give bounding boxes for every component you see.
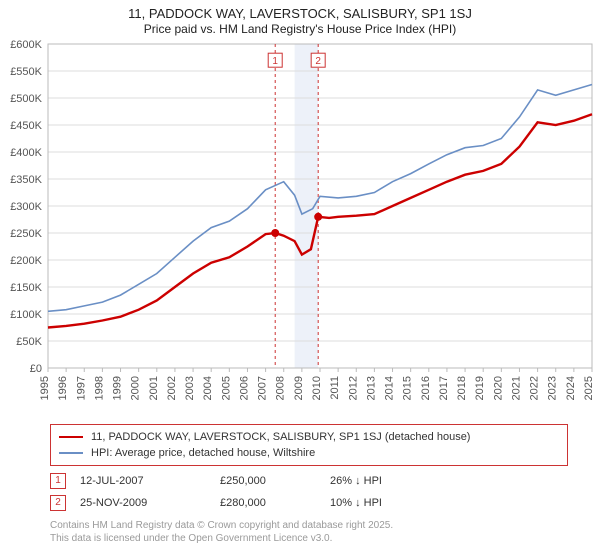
svg-text:2024: 2024 (565, 376, 577, 400)
svg-text:£600K: £600K (10, 39, 42, 51)
svg-text:2025: 2025 (583, 376, 595, 400)
legend-label: HPI: Average price, detached house, Wilt… (91, 447, 315, 459)
sale-delta: 10% ↓ HPI (330, 497, 470, 509)
svg-text:£50K: £50K (16, 336, 42, 348)
svg-text:£250K: £250K (10, 228, 42, 240)
svg-text:2011: 2011 (329, 376, 341, 400)
svg-text:2019: 2019 (474, 376, 486, 400)
svg-text:2012: 2012 (347, 376, 359, 400)
svg-text:2010: 2010 (311, 376, 323, 400)
svg-text:2023: 2023 (547, 376, 559, 400)
svg-text:2004: 2004 (202, 376, 214, 400)
svg-text:2003: 2003 (184, 376, 196, 400)
page-title: 11, PADDOCK WAY, LAVERSTOCK, SALISBURY, … (0, 6, 600, 21)
svg-text:£0: £0 (30, 363, 42, 375)
svg-text:£550K: £550K (10, 66, 42, 78)
sales-table: 1 12-JUL-2007 £250,000 26% ↓ HPI 2 25-NO… (50, 470, 570, 514)
svg-text:2001: 2001 (148, 376, 160, 400)
svg-text:2: 2 (315, 56, 321, 67)
svg-text:£300K: £300K (10, 201, 42, 213)
sale-marker-2: 2 (50, 495, 66, 511)
svg-text:2000: 2000 (130, 376, 142, 400)
svg-text:£350K: £350K (10, 174, 42, 186)
svg-text:£500K: £500K (10, 93, 42, 105)
svg-text:£450K: £450K (10, 120, 42, 132)
svg-text:2022: 2022 (529, 376, 541, 400)
svg-text:1: 1 (272, 56, 278, 67)
svg-text:1997: 1997 (75, 376, 87, 400)
svg-text:£100K: £100K (10, 309, 42, 321)
svg-text:2007: 2007 (257, 376, 269, 400)
sale-date: 25-NOV-2009 (80, 497, 220, 509)
sale-date: 12-JUL-2007 (80, 475, 220, 487)
legend-item: HPI: Average price, detached house, Wilt… (59, 445, 559, 461)
legend-swatch (59, 436, 83, 438)
svg-text:1998: 1998 (93, 376, 105, 400)
svg-text:1999: 1999 (112, 376, 124, 400)
svg-text:2021: 2021 (510, 376, 522, 400)
page-subtitle: Price paid vs. HM Land Registry's House … (0, 22, 600, 36)
svg-text:2008: 2008 (275, 376, 287, 400)
legend-label: 11, PADDOCK WAY, LAVERSTOCK, SALISBURY, … (91, 431, 470, 443)
svg-text:2020: 2020 (492, 376, 504, 400)
svg-text:2005: 2005 (220, 376, 232, 400)
sale-marker-1: 1 (50, 473, 66, 489)
svg-text:2014: 2014 (384, 376, 396, 400)
svg-text:£150K: £150K (10, 282, 42, 294)
svg-text:2017: 2017 (438, 376, 450, 400)
svg-text:£200K: £200K (10, 255, 42, 267)
sale-delta: 26% ↓ HPI (330, 475, 470, 487)
attribution: Contains HM Land Registry data © Crown c… (50, 520, 570, 545)
attribution-line: This data is licensed under the Open Gov… (50, 533, 570, 546)
table-row: 1 12-JUL-2007 £250,000 26% ↓ HPI (50, 470, 570, 492)
svg-text:£400K: £400K (10, 147, 42, 159)
legend: 11, PADDOCK WAY, LAVERSTOCK, SALISBURY, … (50, 424, 568, 466)
svg-text:1996: 1996 (57, 376, 69, 400)
svg-text:2009: 2009 (293, 376, 305, 400)
table-row: 2 25-NOV-2009 £280,000 10% ↓ HPI (50, 492, 570, 514)
svg-text:1995: 1995 (39, 376, 51, 400)
svg-text:2018: 2018 (456, 376, 468, 400)
legend-swatch (59, 452, 83, 454)
sale-price: £250,000 (220, 475, 330, 487)
legend-item: 11, PADDOCK WAY, LAVERSTOCK, SALISBURY, … (59, 429, 559, 445)
svg-text:2006: 2006 (238, 376, 250, 400)
svg-text:2016: 2016 (420, 376, 432, 400)
sale-price: £280,000 (220, 497, 330, 509)
price-chart: £0 £50K £100K £150K £200K £250K £300K £350K £400… (0, 38, 600, 418)
svg-text:2002: 2002 (166, 376, 178, 400)
svg-text:2013: 2013 (365, 376, 377, 400)
svg-text:2015: 2015 (402, 376, 414, 400)
attribution-line: Contains HM Land Registry data © Crown c… (50, 520, 570, 533)
